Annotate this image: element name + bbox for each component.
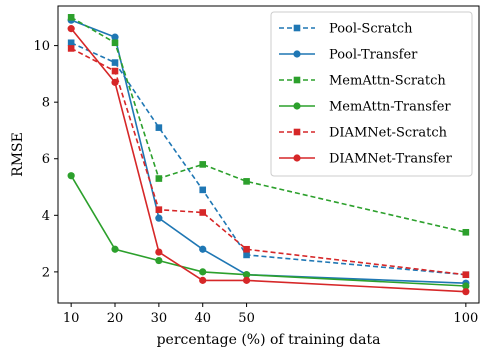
legend-label: Pool-Scratch [329, 22, 413, 37]
legend-marker [293, 102, 301, 110]
legend-label: MemAttn-Transfer [329, 100, 451, 115]
y-tick-label: 2 [42, 265, 50, 280]
legend-label: DIAMNet-Scratch [329, 126, 448, 141]
series-line-memattn-scratch [70, 16, 466, 234]
data-point-diamnet-transfer [199, 276, 207, 284]
data-point-diamnet-transfer [242, 276, 251, 284]
legend-marker [293, 24, 301, 32]
data-point-memattn-scratch [243, 178, 250, 185]
data-point-pool-scratch [155, 124, 163, 131]
data-point-memattn-transfer [67, 172, 75, 180]
data-point-pool-scratch [67, 39, 75, 47]
data-point-memattn-transfer [155, 256, 163, 265]
data-point-memattn-transfer [242, 271, 251, 279]
legend-marker [293, 76, 301, 84]
data-point-diamnet-scratch [111, 67, 119, 75]
plot-frame [57, 5, 480, 304]
data-point-memattn-scratch [155, 175, 163, 182]
data-point-memattn-scratch [67, 14, 75, 21]
data-point-diamnet-transfer [155, 248, 163, 256]
data-point-diamnet-scratch [67, 45, 75, 52]
data-point-pool-transfer [199, 245, 207, 253]
data-point-diamnet-scratch [243, 245, 250, 253]
data-point-memattn-scratch [111, 39, 119, 47]
data-point-diamnet-transfer [462, 288, 470, 296]
x-tick-label: 30 [151, 311, 168, 326]
legend-label: MemAttn-Scratch [329, 74, 446, 89]
data-point-diamnet-scratch [462, 271, 470, 279]
y-axis-title: RMSE [10, 132, 26, 177]
x-tick-label: 100 [453, 311, 478, 326]
data-point-memattn-transfer [111, 245, 119, 253]
legend: Pool-Scratch Pool-Transfer MemAttn-Scratch… [270, 11, 473, 177]
data-point-memattn-scratch [462, 228, 470, 236]
x-tick-label: 40 [194, 311, 211, 326]
x-tick-label: 50 [238, 311, 255, 326]
legend-label: DIAMNet-Transfer [329, 152, 453, 167]
legend-marker [293, 128, 301, 136]
data-point-diamnet-scratch [155, 206, 163, 213]
data-point-memattn-transfer [199, 268, 207, 276]
data-point-pool-scratch [243, 251, 250, 259]
data-point-memattn-scratch [199, 161, 207, 168]
y-tick-label: 8 [42, 96, 50, 111]
x-axis-title: percentage (%) of training data [157, 332, 381, 348]
y-tick-label: 4 [42, 209, 50, 224]
data-point-pool-scratch [111, 59, 119, 66]
series-line-diamnet-transfer [70, 28, 466, 293]
plot-area [67, 14, 470, 296]
legend-box [270, 11, 473, 177]
data-point-diamnet-transfer [67, 25, 75, 33]
axes: 10 20 30 40 50 100 2 4 6 8 10 percentage (%) of tra… [10, 5, 480, 348]
y-tick-label: 6 [42, 152, 50, 167]
data-point-diamnet-transfer [111, 78, 119, 86]
legend-label: Pool-Transfer [329, 48, 418, 63]
data-point-pool-transfer [155, 214, 163, 222]
data-point-pool-transfer [111, 33, 119, 41]
data-point-pool-scratch [199, 186, 207, 194]
legend-marker [293, 154, 301, 162]
data-point-diamnet-scratch [199, 209, 207, 216]
x-tick-label: 10 [63, 311, 80, 326]
data-point-memattn-transfer [462, 282, 470, 290]
y-tick-label: 10 [33, 39, 50, 54]
series-line-pool-scratch [70, 42, 466, 276]
legend-marker [293, 50, 301, 58]
x-tick-label: 20 [107, 311, 124, 326]
series-line-diamnet-scratch [70, 47, 466, 276]
